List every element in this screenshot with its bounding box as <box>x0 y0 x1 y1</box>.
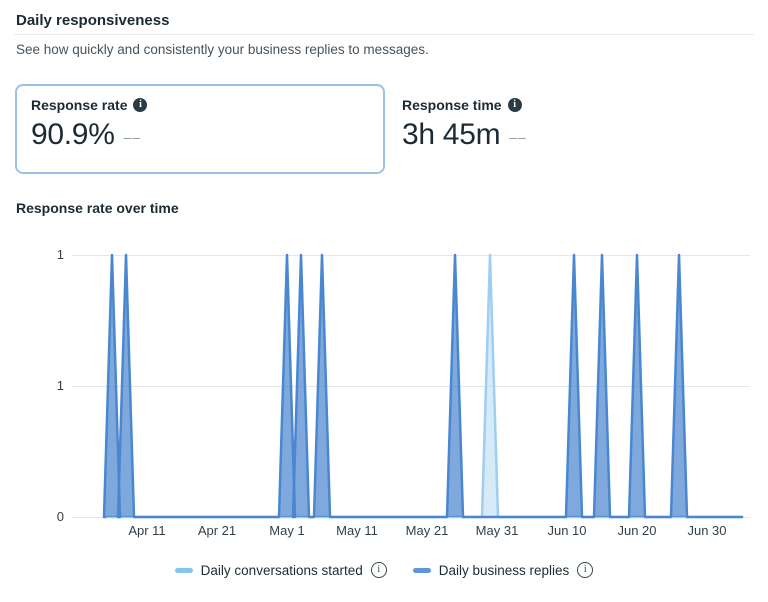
y-axis-tick-label: 1 <box>56 378 64 393</box>
metric-card-response-rate[interactable]: Response rate i 90.9% –– <box>15 84 385 174</box>
series-line <box>103 253 744 519</box>
page-title: Daily responsiveness <box>16 12 170 29</box>
response-rate-value: 90.9% <box>31 118 115 151</box>
x-axis-tick-label: May 1 <box>269 523 305 538</box>
chart-title: Response rate over time <box>16 200 179 216</box>
header-divider <box>14 34 754 35</box>
response-rate-chart: 1 1 0 Apr 11 Apr 21 May 1 May 11 May 21 May 31 J… <box>0 240 768 540</box>
response-time-label-row: Response time i <box>402 97 730 113</box>
response-rate-label-row: Response rate i <box>31 97 369 113</box>
x-axis-tick-label: Jun 20 <box>617 523 657 538</box>
legend-item[interactable]: Daily business replies i <box>412 562 594 578</box>
response-time-delta: –– <box>509 129 527 145</box>
chart-legend: Daily conversations started i Daily busine… <box>0 562 768 578</box>
x-axis-tick-label: May 21 <box>405 523 449 538</box>
gridline <box>72 386 750 387</box>
metric-card-response-time[interactable]: Response time i 3h 45m –– <box>386 84 746 174</box>
legend-label: Daily conversations started <box>200 562 363 578</box>
y-axis-tick-label: 0 <box>56 509 64 524</box>
chart-plot-area[interactable] <box>0 240 768 540</box>
x-axis-tick-label: Apr 21 <box>197 523 237 538</box>
series-area <box>105 255 742 517</box>
info-icon[interactable]: i <box>577 562 594 578</box>
legend-item[interactable]: Daily conversations started i <box>174 562 387 578</box>
gridline <box>72 255 750 256</box>
info-icon[interactable]: i <box>370 562 387 578</box>
response-rate-delta: –– <box>123 129 142 145</box>
legend-swatch <box>174 567 193 573</box>
x-axis-tick-label: May 11 <box>336 523 378 538</box>
series-area <box>104 255 742 517</box>
legend-label: Daily business replies <box>438 562 570 578</box>
response-time-label: Response time <box>402 97 502 113</box>
info-icon[interactable]: i <box>507 98 522 112</box>
response-time-value-row: 3h 45m –– <box>402 118 730 152</box>
info-icon[interactable]: i <box>133 98 148 112</box>
response-rate-label: Response rate <box>31 97 128 113</box>
x-axis-tick-label: Apr 11 <box>128 523 166 538</box>
response-rate-value-row: 90.9% –– <box>31 118 369 152</box>
x-axis-tick-label: May 31 <box>475 523 519 538</box>
page-subtitle: See how quickly and consistently your bu… <box>16 42 429 57</box>
y-axis-tick-label: 1 <box>56 247 64 262</box>
legend-swatch <box>412 567 431 573</box>
series-line <box>102 253 744 519</box>
x-axis-tick-label: Jun 30 <box>687 523 727 538</box>
response-time-value: 3h 45m <box>402 118 501 151</box>
x-axis-tick-label: Jun 10 <box>547 523 587 538</box>
